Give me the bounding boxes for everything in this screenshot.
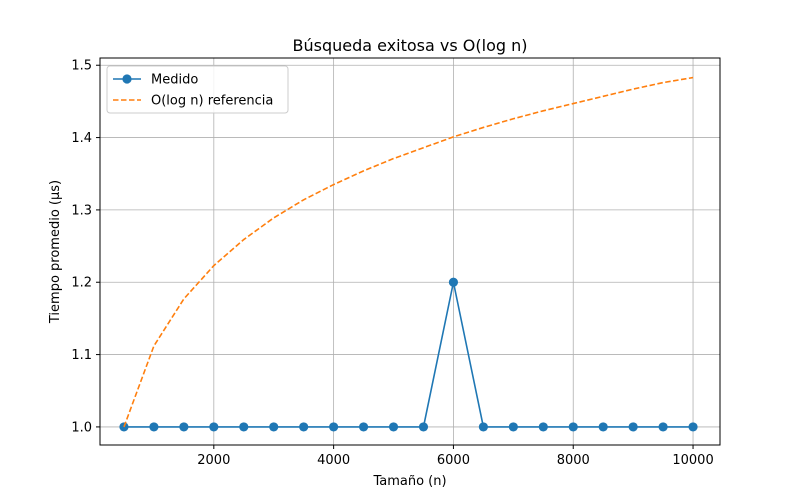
x-tick-label: 10000 [672,453,713,468]
y-tick-label: 1.2 [71,276,92,291]
y-tick-label: 1.3 [71,203,92,218]
data-point [418,422,429,432]
data-point [179,422,189,432]
data-point [478,422,488,432]
data-point [329,422,339,432]
y-tick-label: 1.5 [71,59,92,74]
data-point [598,422,608,432]
grid [100,58,720,445]
data-point [508,422,518,432]
data-point [149,422,159,432]
x-tick-label: 4000 [317,453,350,468]
plot-frame [99,57,721,446]
series-line-1 [123,76,694,428]
data-point [269,422,279,432]
data-point [299,422,309,432]
legend-marker [122,74,132,84]
y-tick-label: 1.4 [71,131,92,146]
legend-box [106,65,289,114]
data-point [239,422,249,432]
series-line-0 [123,282,694,428]
x-tick-label: 2000 [197,453,230,468]
data-point [628,422,638,432]
data-point [209,422,219,432]
y-tick-label: 1.0 [71,420,92,435]
x-axis-label: Tamaño (n) [372,474,446,489]
chart-title: Búsqueda exitosa vs O(log n) [293,36,528,55]
legend-label: O(log n) referencia [151,94,273,109]
y-tick-label: 1.1 [71,348,92,363]
legend-label: Medido [151,73,198,88]
x-tick-label: 6000 [437,453,470,468]
data-point [568,422,578,432]
series-layer [119,76,698,432]
y-axis-label: Tiempo promedio (µs) [48,180,63,324]
data-point [688,422,698,432]
data-point [448,277,459,287]
data-point [388,422,399,432]
data-point [358,422,369,432]
x-tick-label: 8000 [557,453,590,468]
ticks: 2000 4000 6000 8000 10000 1.0 1.1 1.2 1.3 1.4 1.5 [71,59,713,468]
legend: Medido O(log n) referencia [106,65,289,114]
data-point [658,422,668,432]
data-point [538,422,548,432]
